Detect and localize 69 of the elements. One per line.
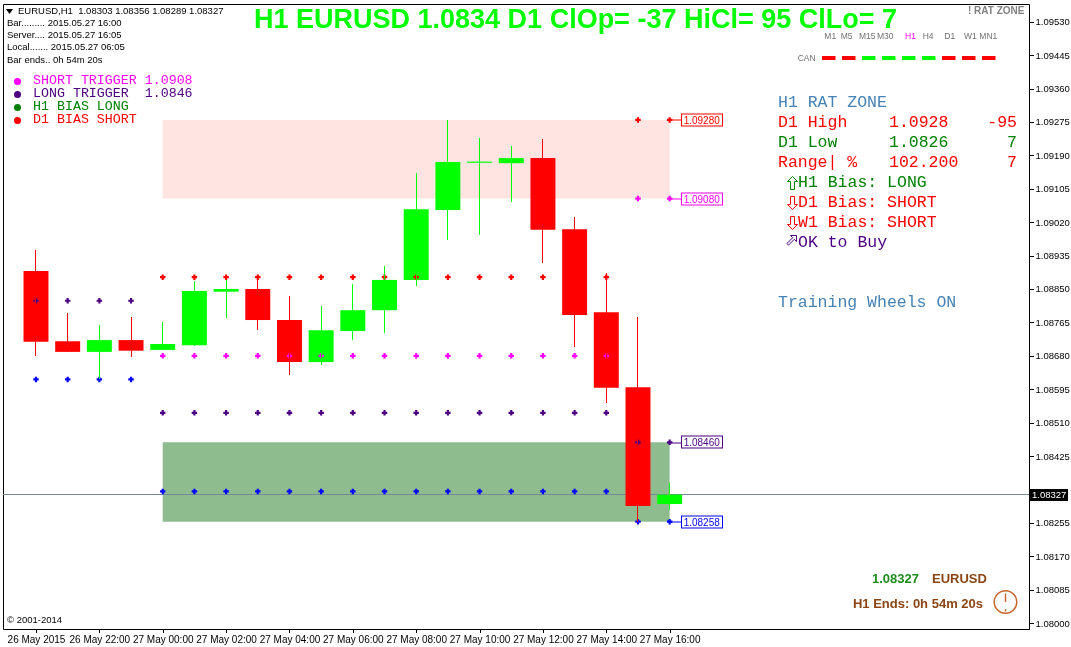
annotation: W1 Bias: SHORT xyxy=(798,212,937,232)
annotation: D1 Low xyxy=(778,132,838,152)
annotation: 1.09080 xyxy=(680,192,723,206)
y-tick-label: 1.08425 xyxy=(1035,450,1070,462)
annotation: Bar ends.. 0h 54m 20s xyxy=(7,54,103,66)
annotation: EURUSD,H1 1.08303 1.08356 1.08289 1.08327 xyxy=(18,5,224,17)
x-tick-label: 27 May 00:00 xyxy=(132,633,194,645)
annotation: Training Wheels ON xyxy=(778,292,957,312)
x-tick-label: 26 May 2015 xyxy=(7,633,66,645)
x-tick-label: 27 May 02:00 xyxy=(196,633,258,645)
annotation: Local....... 2015.05.27 06:05 xyxy=(7,40,125,52)
annotation: D1 xyxy=(944,30,956,41)
annotation: H1 xyxy=(905,30,916,41)
y-tick-label: 1.08595 xyxy=(1035,383,1070,395)
x-tick-label: 27 May 08:00 xyxy=(386,633,448,645)
annotation: D1 High xyxy=(778,112,848,132)
annotation: Range| % xyxy=(778,152,858,172)
x-tick-label: 27 May 16:00 xyxy=(639,633,701,645)
y-tick-label: 1.08680 xyxy=(1035,350,1070,362)
annotation: 1.08460 xyxy=(680,435,723,449)
y-tick-label: 1.09530 xyxy=(1035,16,1070,28)
annotation: 1.09280 xyxy=(680,113,723,127)
y-tick-label: 1.08850 xyxy=(1035,283,1070,295)
annotation: OK to Buy xyxy=(798,232,888,252)
x-tick-label: 27 May 10:00 xyxy=(449,633,511,645)
x-tick-label: 26 May 22:00 xyxy=(69,633,131,645)
y-tick-label: 1.08935 xyxy=(1035,250,1070,262)
y-tick-label: 1.08000 xyxy=(1035,617,1070,629)
annotation: H4 xyxy=(922,30,934,41)
annotation: © 2001-2014 xyxy=(7,614,63,626)
annotation: H1 Bias: LONG xyxy=(798,172,927,192)
annotation: SHORT TRIGGER 1.0908 xyxy=(33,73,193,89)
y-tick-label: 1.08255 xyxy=(1035,517,1070,529)
annotation: D1 Bias: SHORT xyxy=(798,192,937,212)
y-tick-label: 1.09275 xyxy=(1035,116,1070,128)
x-tick-label: 27 May 12:00 xyxy=(513,633,575,645)
annotation: 7 xyxy=(1007,132,1017,152)
annotation: D1 BIAS SHORT xyxy=(33,112,137,128)
y-tick-label: 1.09190 xyxy=(1035,149,1070,161)
x-tick-label: 27 May 14:00 xyxy=(576,633,638,645)
x-tick-label: 27 May 06:00 xyxy=(323,633,385,645)
y-tick-label: 1.09105 xyxy=(1035,183,1070,195)
annotation: -95 xyxy=(987,112,1017,132)
annotation: CAN xyxy=(797,52,816,63)
annotation: H1 RAT ZONE xyxy=(778,92,887,112)
annotation: MN1 xyxy=(979,30,998,41)
annotation: EURUSD xyxy=(932,570,987,586)
annotation: H1 BIAS LONG xyxy=(33,99,129,115)
annotation: H1 Ends: 0h 54m 20s xyxy=(852,595,983,611)
annotation: Bar......... 2015.05.27 16:00 xyxy=(7,17,122,29)
annotation: ! RAT ZONE xyxy=(968,5,1025,16)
annotation: W1 xyxy=(964,30,977,41)
y-tick-label: 1.08170 xyxy=(1035,550,1070,562)
annotation: 7 xyxy=(1007,152,1017,172)
y-tick-label: 1.09360 xyxy=(1035,83,1070,95)
annotation: LONG TRIGGER 1.0846 xyxy=(33,86,193,102)
annotation: 1.0826 xyxy=(889,132,949,152)
x-tick-label: 27 May 04:00 xyxy=(259,633,321,645)
annotation: 1.0928 xyxy=(889,112,949,132)
ref-line-label: 1.08327 xyxy=(1030,488,1069,501)
annotation: 102.200 xyxy=(889,152,959,172)
y-tick-label: 1.08765 xyxy=(1035,316,1070,328)
annotation: 1.08258 xyxy=(680,515,723,529)
annotation: Server.... 2015.05.27 16:05 xyxy=(7,29,122,41)
y-tick-label: 1.08510 xyxy=(1035,417,1070,429)
y-tick-label: 1.09445 xyxy=(1035,49,1070,61)
y-tick-label: 1.08085 xyxy=(1035,584,1070,596)
y-tick-label: 1.09020 xyxy=(1035,216,1070,228)
annotation: 1.08327 xyxy=(872,570,919,586)
